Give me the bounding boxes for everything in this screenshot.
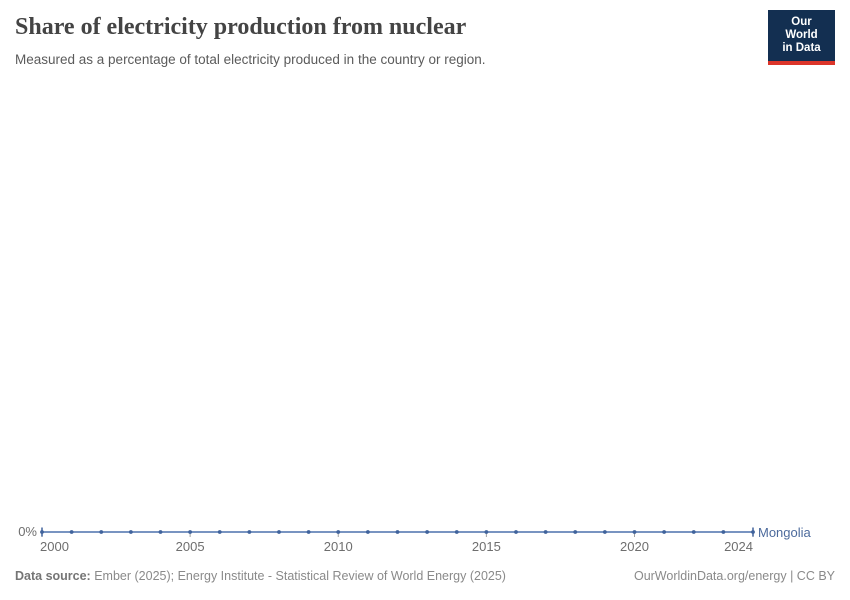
credit-separator: |: [786, 569, 797, 583]
nuclear-share-line-chart[interactable]: [0, 505, 850, 565]
x-tick-label: 2000: [40, 539, 69, 554]
owid-url-link[interactable]: OurWorldinData.org/energy: [633, 569, 787, 583]
owid-logo[interactable]: Our World in Data: [768, 10, 835, 65]
x-tick-label: 2005: [175, 539, 205, 554]
data-point-marker[interactable]: [40, 530, 44, 534]
data-point-marker[interactable]: [277, 530, 281, 534]
x-tick-label: 2024: [724, 539, 753, 554]
data-point-marker[interactable]: [662, 530, 667, 534]
data-point-marker[interactable]: [573, 530, 578, 534]
data-point-marker[interactable]: [721, 530, 726, 534]
owid-logo-line2: in Data: [782, 42, 821, 54]
x-tick-label: 2010: [323, 539, 353, 554]
data-point-marker[interactable]: [217, 530, 222, 534]
x-axis: 2000 2005 2010 2015 2020 2024: [0, 539, 850, 555]
data-point-marker[interactable]: [69, 530, 74, 534]
data-source-note: Data source: Ember (2025); Energy Instit…: [15, 568, 506, 584]
data-point-marker[interactable]: [425, 530, 430, 534]
data-point-marker[interactable]: [188, 530, 193, 534]
data-point-marker[interactable]: [632, 530, 637, 534]
chart-title: Share of electricity production from nuc…: [15, 14, 467, 40]
x-tick-label: 2020: [620, 539, 649, 554]
x-tick-label: 2015: [471, 539, 501, 554]
chart-subtitle: Measured as a percentage of total electr…: [15, 52, 486, 67]
data-point-marker[interactable]: [247, 530, 252, 534]
data-point-marker[interactable]: [306, 530, 311, 534]
data-point-marker[interactable]: [484, 530, 489, 534]
data-point-marker[interactable]: [128, 530, 133, 534]
data-point-marker[interactable]: [365, 530, 370, 534]
footer-credit: OurWorldinData.org/energy | CC BY: [634, 568, 835, 584]
data-point-marker[interactable]: [691, 530, 696, 534]
data-point-marker[interactable]: [99, 530, 104, 534]
data-point-marker[interactable]: [395, 530, 400, 534]
data-point-marker[interactable]: [158, 530, 163, 534]
data-point-marker[interactable]: [602, 530, 607, 534]
y-axis-tick-label: 0%: [18, 524, 37, 539]
data-point-marker[interactable]: [336, 530, 341, 534]
data-source-label: Data source:: [15, 569, 91, 583]
series-label-mongolia[interactable]: Mongolia: [758, 525, 811, 540]
owid-logo-line1: Our World: [785, 16, 818, 41]
license-link[interactable]: CC BY: [796, 569, 835, 583]
data-source-text: Ember (2025); Energy Institute - Statist…: [94, 569, 506, 583]
data-point-marker[interactable]: [751, 530, 755, 534]
data-point-marker[interactable]: [454, 530, 459, 534]
data-point-marker[interactable]: [543, 530, 548, 534]
data-point-marker[interactable]: [514, 530, 518, 534]
